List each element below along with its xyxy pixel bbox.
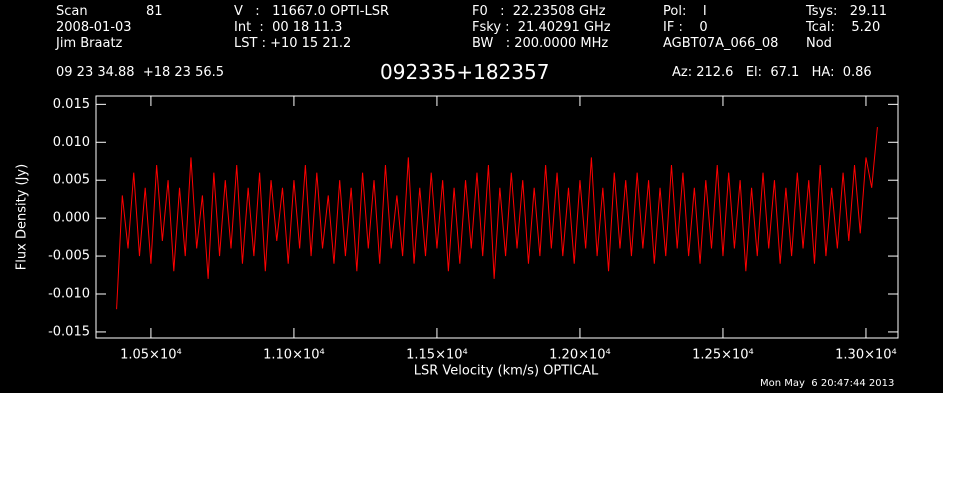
chart: LSR Velocity (km/s) OPTICAL Flux Density…	[15, 95, 899, 379]
header-text: Az: 212.6 El: 67.1 HA: 0.86	[672, 65, 872, 80]
chart-title: 092335+182357	[380, 60, 550, 84]
header-text: Jim Braatz	[56, 36, 123, 51]
header-text: LST : +10 15 21.2	[234, 36, 352, 51]
y-tick-label: 0.000	[53, 211, 90, 226]
x-tick-label: 1.25×10⁴	[692, 348, 754, 363]
x-tick-label: 1.30×10⁴	[835, 348, 897, 363]
x-tick-label: 1.15×10⁴	[406, 348, 468, 363]
spectrum-line	[116, 127, 878, 310]
y-tick-label: 0.005	[53, 173, 90, 188]
header-text: V : 11667.0 OPTI-LSR	[234, 4, 390, 19]
y-tick-label: -0.010	[48, 287, 90, 302]
x-tick-label: 1.20×10⁴	[549, 348, 611, 363]
header-text: Fsky : 21.40291 GHz	[472, 20, 611, 35]
header-text: 81	[146, 4, 163, 19]
y-tick-label: 0.010	[53, 135, 90, 150]
x-axis-label: LSR Velocity (km/s) OPTICAL	[414, 364, 599, 379]
header-text: Tsys: 29.11	[806, 4, 888, 19]
header-text: BW : 200.0000 MHz	[472, 36, 609, 51]
x-tick-label: 1.10×10⁴	[263, 348, 325, 363]
header-text: F0 : 22.23508 GHz	[472, 4, 606, 19]
plot-background	[0, 0, 943, 393]
timestamp: Mon May 6 20:47:44 2013	[760, 378, 895, 389]
y-tick-label: 0.015	[53, 97, 90, 112]
plot-frame	[95, 95, 899, 339]
header-text: IF : 0	[663, 20, 708, 35]
header-text: Nod	[806, 36, 832, 51]
y-axis-label: Flux Density (Jy)	[15, 164, 30, 270]
header-text: 09 23 34.88 +18 23 56.5	[56, 65, 225, 80]
header-text: AGBT07A_066_08	[663, 36, 779, 51]
header-text: Scan	[56, 4, 88, 19]
header-text: Tcal: 5.20	[806, 20, 881, 35]
x-tick-label: 1.05×10⁴	[120, 348, 182, 363]
header-text: 2008-01-03	[56, 20, 132, 35]
y-tick-label: -0.005	[48, 249, 90, 264]
header-text: Pol: I	[663, 4, 707, 19]
header-text: Int : 00 18 11.3	[234, 20, 343, 35]
y-tick-label: -0.015	[48, 324, 90, 339]
